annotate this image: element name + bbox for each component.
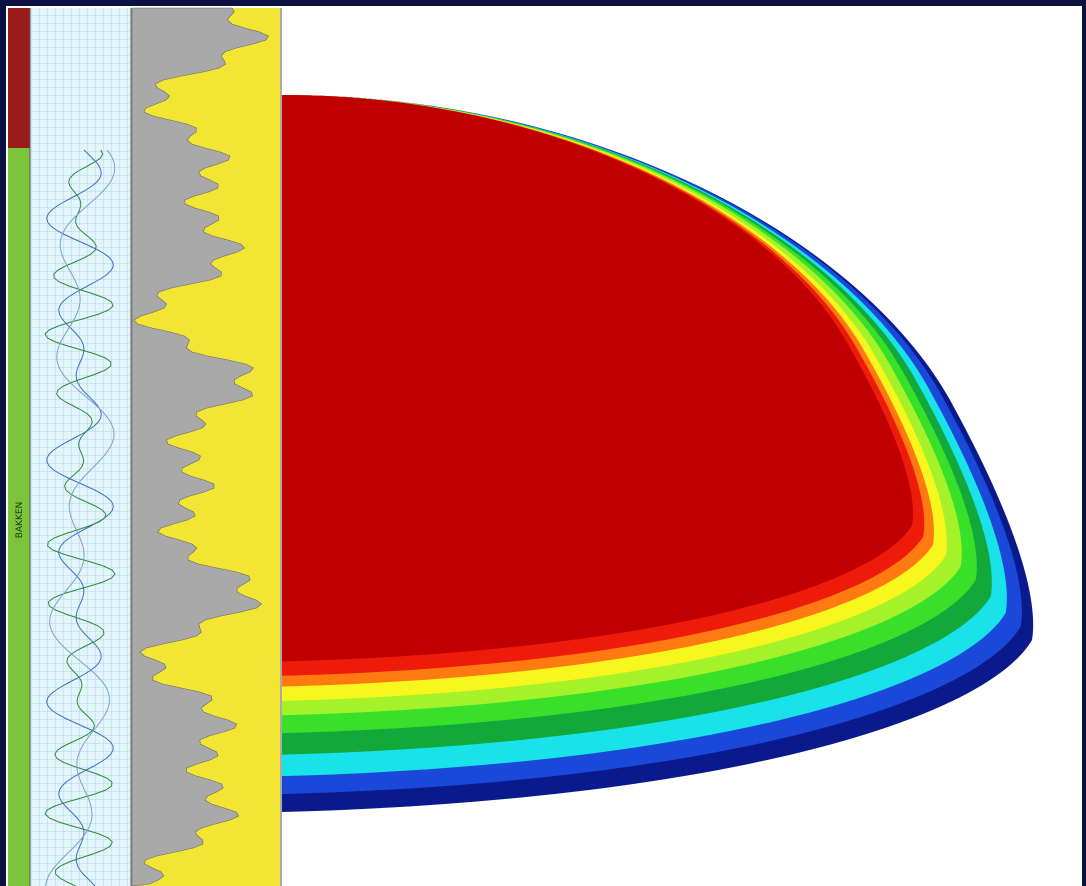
plume-shell — [282, 95, 913, 662]
log-curves — [44, 149, 116, 886]
zone-upper — [8, 8, 30, 148]
zone-bakken — [8, 148, 30, 886]
log-curve — [44, 149, 116, 886]
log-curve — [45, 149, 116, 886]
zone-label: BAKKEN — [15, 502, 25, 539]
shale-fill — [131, 7, 269, 886]
log-grid — [30, 8, 130, 886]
fracture-plume — [282, 95, 1034, 812]
